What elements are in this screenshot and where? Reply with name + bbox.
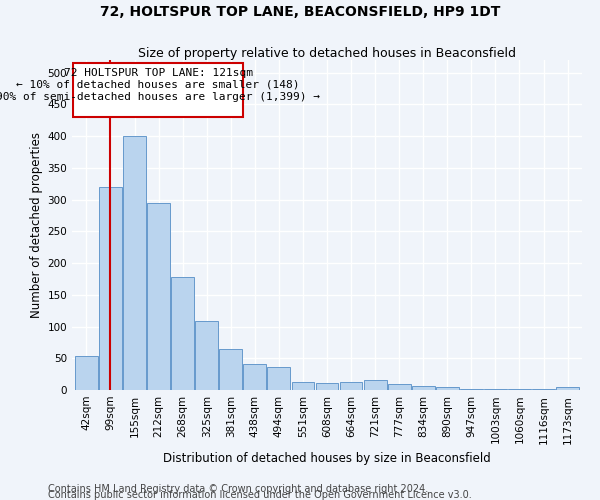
Bar (388, 384, 410, 390)
Title: Size of property relative to detached houses in Beaconsfield: Size of property relative to detached ho… (138, 47, 516, 60)
Text: 72, HOLTSPUR TOP LANE, BEACONSFIELD, HP9 1DT: 72, HOLTSPUR TOP LANE, BEACONSFIELD, HP9… (100, 5, 500, 19)
Bar (556, 387, 579, 390)
Bar (244, 364, 266, 390)
Bar (268, 366, 290, 390)
Bar (75, 356, 98, 390)
Bar (195, 322, 218, 390)
Bar (123, 136, 146, 390)
Text: 72 HOLTSPUR TOP LANE: 121sqm: 72 HOLTSPUR TOP LANE: 121sqm (64, 68, 253, 78)
Text: Contains public sector information licensed under the Open Government Licence v3: Contains public sector information licen… (48, 490, 472, 500)
Text: 90% of semi-detached houses are larger (1,399) →: 90% of semi-detached houses are larger (… (0, 92, 320, 102)
Bar (316, 383, 338, 390)
Y-axis label: Number of detached properties: Number of detached properties (30, 132, 43, 318)
Bar (292, 382, 314, 390)
Bar (340, 382, 362, 390)
Bar (220, 349, 242, 390)
Text: ← 10% of detached houses are smaller (148): ← 10% of detached houses are smaller (14… (16, 80, 300, 90)
Bar (364, 380, 386, 390)
Bar (436, 387, 459, 390)
Bar (147, 203, 170, 390)
Bar (171, 277, 194, 390)
Bar (460, 388, 483, 390)
X-axis label: Distribution of detached houses by size in Beaconsfield: Distribution of detached houses by size … (163, 452, 491, 465)
Bar (412, 386, 434, 390)
Bar (99, 187, 122, 390)
Text: Contains HM Land Registry data © Crown copyright and database right 2024.: Contains HM Land Registry data © Crown c… (48, 484, 428, 494)
Bar (73, 63, 243, 117)
